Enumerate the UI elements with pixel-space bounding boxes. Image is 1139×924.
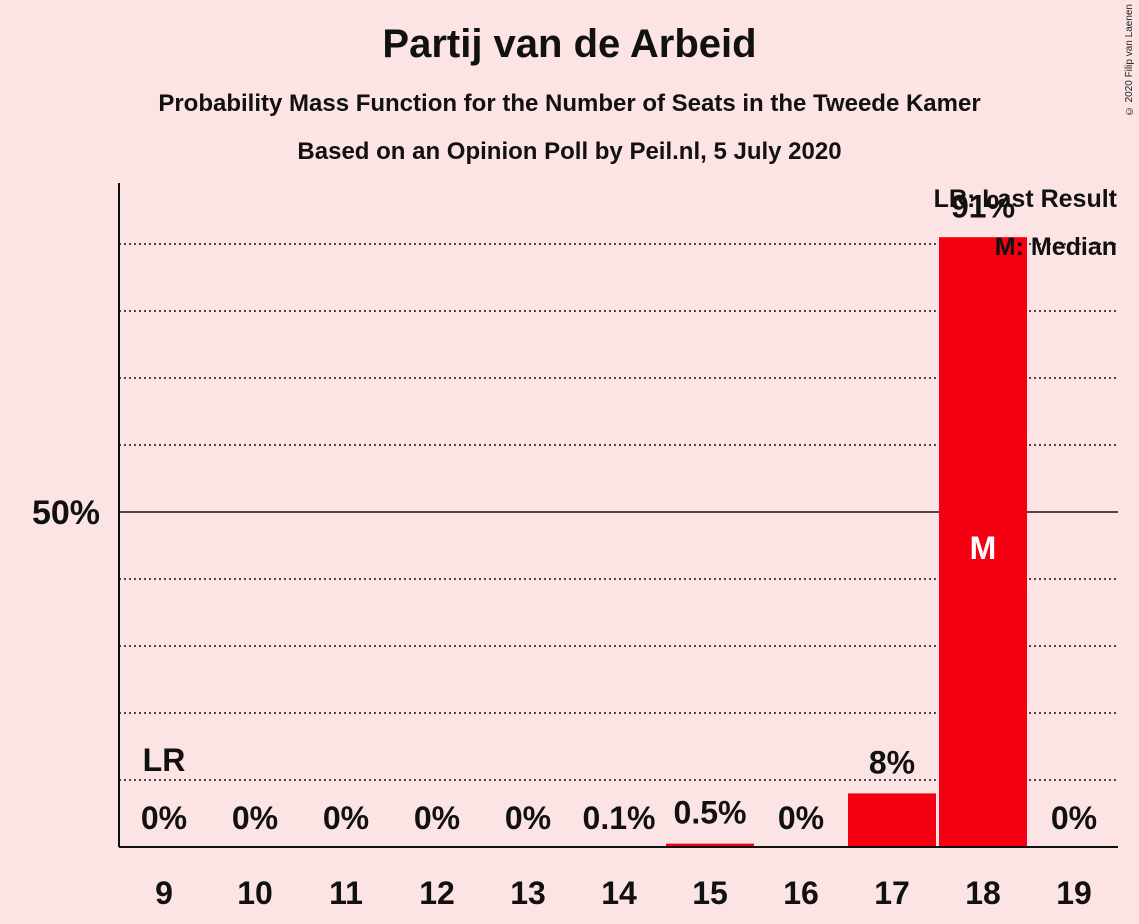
x-tick-label-15: 15 — [692, 875, 728, 911]
x-tick-label-12: 12 — [419, 875, 455, 911]
bar-17 — [848, 793, 936, 847]
x-tick-label-19: 19 — [1056, 875, 1092, 911]
data-label-10: 0% — [232, 800, 278, 836]
data-label-11: 0% — [323, 800, 369, 836]
y-tick-label: 50% — [32, 494, 100, 532]
x-tick-label-11: 11 — [329, 875, 363, 911]
data-label-16: 0% — [778, 800, 824, 836]
x-tick-label-16: 16 — [783, 875, 819, 911]
data-label-9: 0% — [141, 800, 187, 836]
data-label-17: 8% — [869, 744, 915, 780]
bar-15 — [666, 843, 754, 847]
chart-source: Based on an Opinion Poll by Peil.nl, 5 J… — [297, 138, 842, 165]
data-label-18: 91% — [951, 188, 1015, 224]
median-marker: M — [970, 530, 997, 566]
x-tick-label-13: 13 — [510, 875, 546, 911]
x-tick-label-9: 9 — [155, 875, 173, 911]
last-result-marker: LR — [143, 742, 186, 778]
data-label-13: 0% — [505, 800, 551, 836]
x-tick-label-10: 10 — [237, 875, 273, 911]
data-label-12: 0% — [414, 800, 460, 836]
x-tick-label-17: 17 — [874, 875, 910, 911]
legend-median: M: Median — [994, 233, 1117, 261]
x-tick-label-14: 14 — [601, 875, 637, 911]
bar-median-overlay — [939, 237, 1027, 848]
data-label-14: 0.1% — [583, 800, 656, 836]
chart-title: Partij van de Arbeid — [382, 22, 757, 66]
data-label-19: 0% — [1051, 800, 1097, 836]
legend-last-result: LR: Last Result — [933, 185, 1117, 213]
x-tick-label-18: 18 — [965, 875, 1001, 911]
chart-subtitle: Probability Mass Function for the Number… — [158, 90, 981, 117]
data-label-15: 0.5% — [674, 795, 747, 831]
